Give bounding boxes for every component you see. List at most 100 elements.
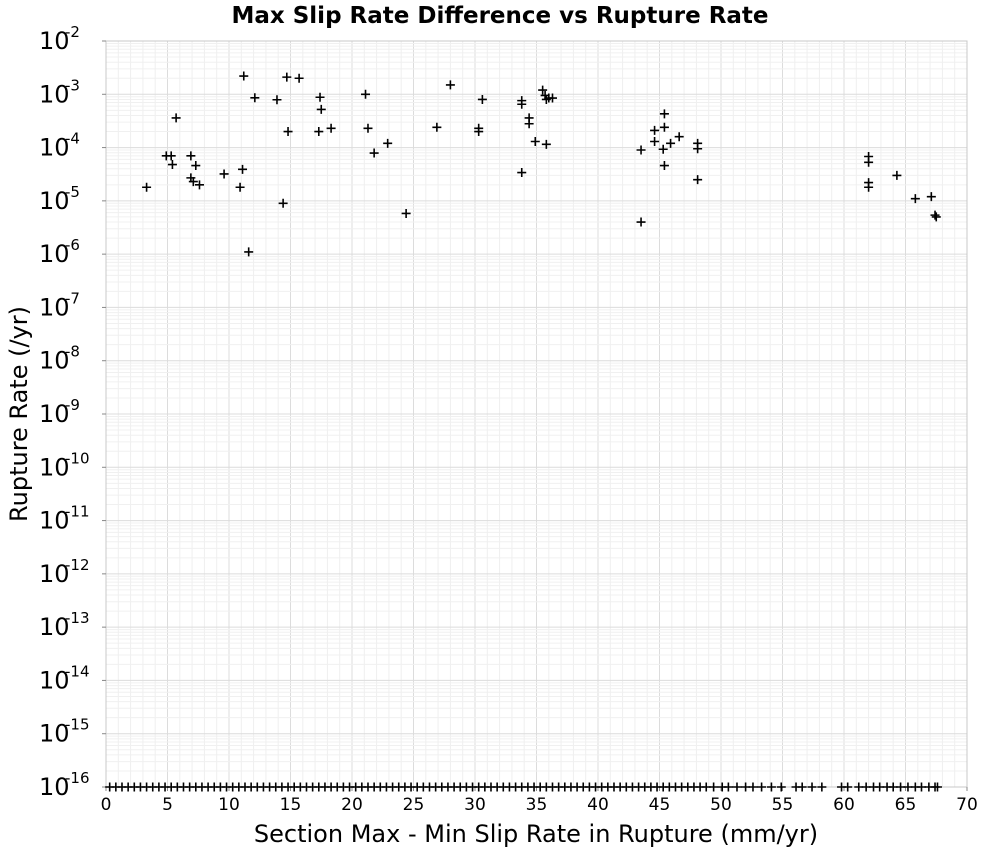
data-point xyxy=(191,161,201,171)
y-tick-exponent: -9 xyxy=(65,396,80,414)
floor-data-point xyxy=(709,782,719,792)
data-point xyxy=(167,160,177,170)
y-axis-label: Rupture Rate (/yr) xyxy=(5,306,33,522)
x-tick-label: 55 xyxy=(772,795,794,815)
y-tick-base: 10 xyxy=(39,347,70,375)
data-point xyxy=(930,210,940,220)
y-tick-base: 10 xyxy=(39,400,70,428)
x-tick-labels: 0 5 10 15 20 25 30 35 40 45 50 55 60 65 70 xyxy=(101,795,978,815)
floor-data-point xyxy=(807,782,817,792)
data-point xyxy=(931,212,941,222)
y-tick-base: 10 xyxy=(39,773,70,801)
data-point xyxy=(445,80,455,90)
y-tick-exponent: -3 xyxy=(65,76,80,94)
y-tick-label: 10-7 xyxy=(39,289,80,321)
x-tick-label: 5 xyxy=(162,795,173,815)
data-point xyxy=(294,73,304,83)
data-point xyxy=(650,137,660,146)
data-point xyxy=(363,123,373,133)
data-point xyxy=(517,99,527,109)
data-points xyxy=(105,71,942,792)
data-point xyxy=(361,89,371,99)
y-tick-base: 10 xyxy=(39,560,70,588)
data-point xyxy=(278,198,288,208)
data-point xyxy=(188,177,198,187)
data-point xyxy=(524,119,534,129)
data-point xyxy=(432,122,442,132)
data-point xyxy=(666,138,676,148)
data-point xyxy=(315,92,325,102)
y-tick-base: 10 xyxy=(39,134,70,162)
y-tick-label: 10-2 xyxy=(39,23,80,55)
data-point xyxy=(658,144,668,154)
y-tick-label: 10-10 xyxy=(39,449,90,481)
y-tick-label: 10-9 xyxy=(39,396,80,428)
y-tick-base: 10 xyxy=(39,293,70,321)
x-tick-label: 70 xyxy=(956,795,978,815)
data-point xyxy=(477,94,487,104)
y-tick-exponent: -10 xyxy=(65,449,90,467)
floor-data-point xyxy=(932,782,942,792)
data-point xyxy=(142,182,152,192)
data-point xyxy=(659,161,669,171)
data-point xyxy=(326,123,336,133)
y-tick-base: 10 xyxy=(39,80,70,108)
floor-data-point xyxy=(766,782,776,792)
y-tick-exponent: -12 xyxy=(65,556,90,574)
data-point xyxy=(474,127,484,137)
y-tick-base: 10 xyxy=(39,187,70,215)
data-point xyxy=(864,182,874,192)
data-point xyxy=(238,164,248,174)
y-tick-base: 10 xyxy=(39,240,70,268)
y-tick-base: 10 xyxy=(39,27,70,55)
y-tick-label: 10-13 xyxy=(39,609,90,641)
y-tick-label: 10-8 xyxy=(39,343,80,375)
data-point xyxy=(650,125,660,135)
floor-data-point xyxy=(776,782,786,792)
x-tick-label: 65 xyxy=(895,795,917,815)
data-point xyxy=(314,127,324,137)
data-point xyxy=(171,113,181,123)
data-point xyxy=(864,157,874,167)
data-point xyxy=(235,182,245,192)
data-point xyxy=(186,151,196,161)
floor-data-point xyxy=(748,782,758,792)
y-tick-base: 10 xyxy=(39,507,70,535)
data-point xyxy=(693,144,703,154)
y-tick-label: 10-3 xyxy=(39,76,80,108)
y-tick-label: 10-5 xyxy=(39,183,80,215)
x-tick-label: 45 xyxy=(649,795,671,815)
data-point xyxy=(166,151,176,161)
y-tick-label: 10-15 xyxy=(39,716,90,748)
floor-data-point xyxy=(723,782,733,792)
y-tick-exponent: -11 xyxy=(65,503,90,521)
y-tick-label: 10-4 xyxy=(39,130,80,162)
y-tick-base: 10 xyxy=(39,720,70,748)
y-tick-base: 10 xyxy=(39,666,70,694)
data-point xyxy=(244,247,254,257)
floor-data-point xyxy=(797,782,807,792)
x-tick-label: 50 xyxy=(710,795,732,815)
data-point xyxy=(369,148,379,158)
x-tick-label: 25 xyxy=(403,795,425,815)
data-point xyxy=(910,194,920,204)
x-tick-label: 35 xyxy=(526,795,548,815)
data-point xyxy=(636,145,646,155)
y-tick-exponent: -5 xyxy=(65,183,80,201)
data-point xyxy=(674,132,684,142)
y-tick-exponent: -6 xyxy=(65,236,80,254)
data-point xyxy=(219,169,229,179)
data-point xyxy=(541,139,551,149)
floor-data-point xyxy=(757,782,767,792)
data-point xyxy=(316,104,326,114)
x-tick-label: 30 xyxy=(464,795,486,815)
y-tick-label: 10-6 xyxy=(39,236,80,268)
y-tick-label: 10-11 xyxy=(39,503,90,535)
chart-title: Max Slip Rate Difference vs Rupture Rate xyxy=(231,3,768,29)
data-point xyxy=(401,208,411,218)
x-tick-label: 20 xyxy=(341,795,363,815)
x-tick-label: 40 xyxy=(587,795,609,815)
y-tick-exponent: -14 xyxy=(65,662,90,680)
floor-data-point xyxy=(817,782,827,792)
